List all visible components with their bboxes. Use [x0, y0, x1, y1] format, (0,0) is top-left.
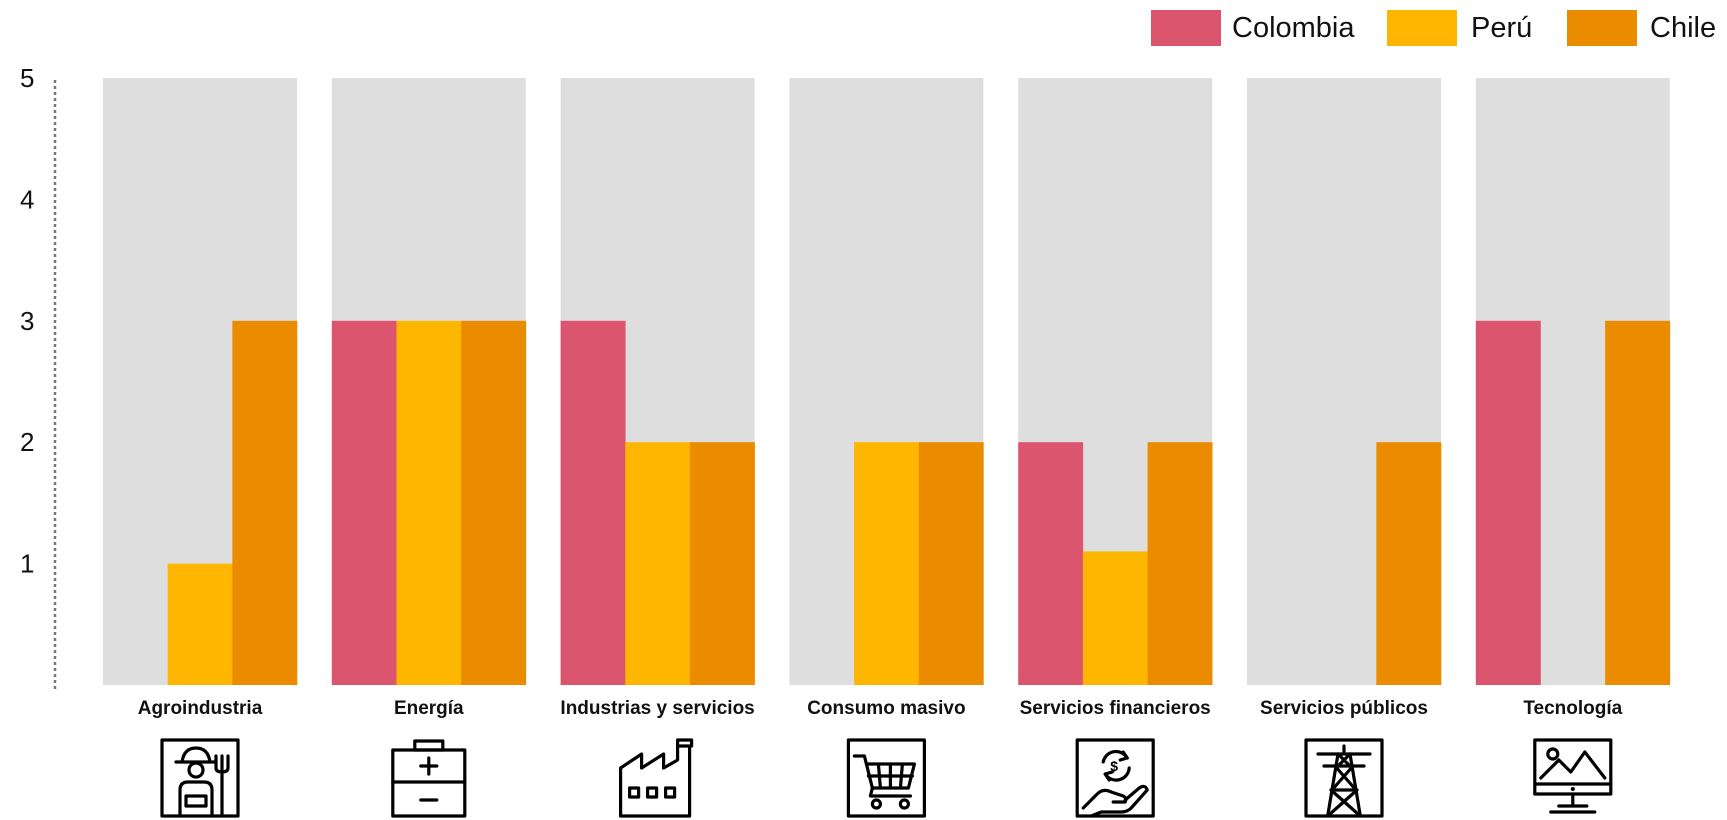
power-tower-icon: [1304, 738, 1384, 818]
financial-hand-icon: $: [1075, 738, 1155, 818]
shopping-cart-icon: [846, 738, 927, 818]
category-labels: Agroindustria Energía Industrias y servici…: [138, 698, 1623, 719]
bar-chile-agroindustria: [232, 320, 298, 685]
category-label-tecnologia: Tecnología: [1523, 698, 1622, 719]
bar-chile-servicios-publicos: [1376, 442, 1442, 685]
bar-chile-energia: [461, 320, 527, 685]
category-label-servicios-publicos: Servicios públicos: [1260, 698, 1428, 719]
y-axis: 1 2 3 4 5: [20, 63, 57, 690]
legend-label-peru: Perú: [1471, 12, 1532, 44]
legend-swatch-peru: [1387, 10, 1457, 46]
category-label-energia: Energía: [394, 698, 464, 719]
svg-text:$: $: [1110, 758, 1118, 774]
category-label-servicios-financieros: Servicios financieros: [1020, 698, 1211, 719]
bar-peru-consumo-masivo: [854, 442, 920, 685]
bars: [103, 78, 1671, 685]
y-tick-label: 3: [20, 306, 34, 336]
bar-peru-energia: [396, 320, 462, 685]
category-icons: $: [160, 738, 1613, 818]
category-label-consumo-masivo: Consumo masivo: [807, 698, 965, 719]
category-label-industrias-y-servicios: Industrias y servicios: [560, 698, 754, 719]
legend-label-colombia: Colombia: [1232, 12, 1355, 44]
legend: Colombia Perú Chile: [1151, 10, 1716, 46]
bar-chile-tecnologia: [1605, 320, 1671, 685]
bar-peru-industrias-y-servicios: [625, 442, 691, 685]
bar-colombia-industrias-y-servicios: [560, 320, 626, 685]
monitor-image-icon: [1533, 738, 1613, 814]
bar-colombia-servicios-financieros: [1018, 442, 1084, 685]
category-label-agroindustria: Agroindustria: [138, 698, 263, 719]
bar-peru-agroindustria: [167, 563, 233, 685]
bar-chile-industrias-y-servicios: [689, 442, 755, 685]
bar-peru-servicios-financieros: [1082, 551, 1148, 685]
farmer-icon: [160, 738, 240, 818]
legend-swatch-chile: [1567, 10, 1637, 46]
y-tick-label: 2: [20, 427, 34, 457]
legend-label-chile: Chile: [1650, 12, 1716, 44]
bar-chile-consumo-masivo: [918, 442, 984, 685]
y-tick-label: 5: [20, 63, 34, 93]
factory-icon: [618, 738, 694, 818]
bar-chile-servicios-financieros: [1147, 442, 1213, 685]
bar-colombia-tecnologia: [1475, 320, 1541, 685]
y-tick-label: 4: [20, 184, 34, 214]
y-tick-label: 1: [20, 549, 34, 579]
legend-swatch-colombia: [1151, 10, 1221, 46]
battery-icon: [391, 739, 467, 818]
bar-colombia-energia: [331, 320, 397, 685]
